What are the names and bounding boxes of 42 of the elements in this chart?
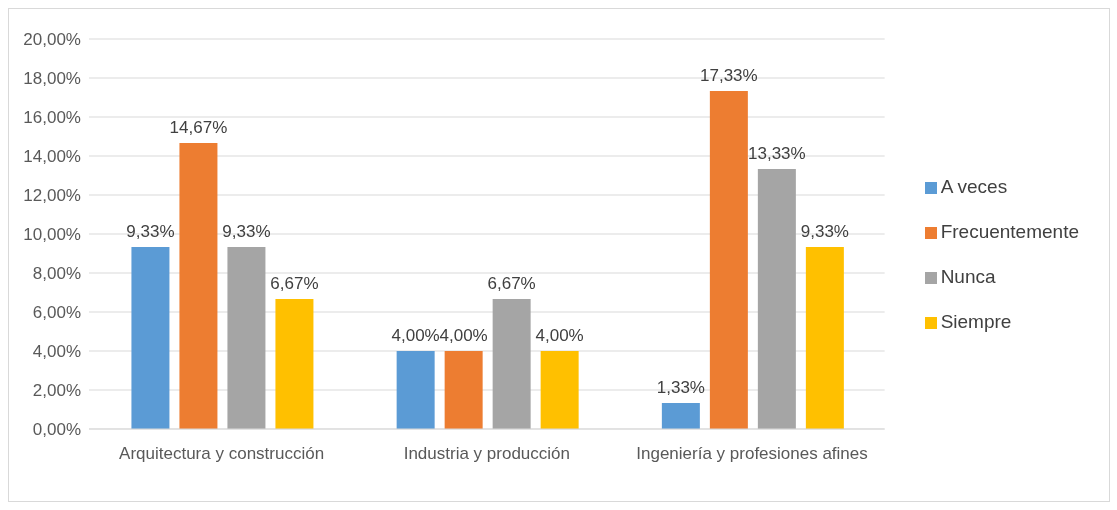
y-tick-label: 10,00% <box>23 225 81 245</box>
y-tick-label: 0,00% <box>32 420 81 440</box>
data-label: 9,33% <box>222 222 271 242</box>
y-tick-label: 4,00% <box>32 342 81 362</box>
legend-label: Frecuentemente <box>940 221 1079 242</box>
data-label: 9,33% <box>800 222 849 242</box>
x-tick-label: Ingeniería y profesiones afines <box>636 444 868 464</box>
data-label: 4,00% <box>391 326 440 345</box>
y-tick-label: 8,00% <box>32 264 81 284</box>
x-tick-label: Industria y producción <box>403 444 570 464</box>
bar <box>227 247 266 429</box>
data-label: 4,00% <box>439 326 488 345</box>
y-tick-label: 14,00% <box>23 147 81 167</box>
bar <box>492 298 531 429</box>
legend-label: Nunca <box>940 266 996 287</box>
bar <box>275 298 314 429</box>
bar <box>179 142 218 429</box>
bar <box>757 169 796 429</box>
legend-label: A veces <box>940 176 1008 197</box>
x-tick-label: Arquitectura y construcción <box>119 444 325 464</box>
y-tick-label: 2,00% <box>32 381 81 401</box>
data-label: 14,67% <box>169 117 228 137</box>
data-label: 6,67% <box>270 273 319 293</box>
data-label: 6,67% <box>487 273 536 293</box>
data-label: 9,33% <box>126 222 175 242</box>
data-label: 1,33% <box>656 378 705 398</box>
data-label: 4,00% <box>535 326 584 345</box>
bar <box>131 247 170 429</box>
y-tick-label: 6,00% <box>32 303 81 323</box>
bar <box>396 351 435 429</box>
data-label: 13,33% <box>748 144 806 164</box>
y-tick-label: 16,00% <box>23 108 81 128</box>
legend-label: Siempre <box>940 311 1012 332</box>
bar <box>805 247 844 429</box>
bar <box>661 403 700 429</box>
y-tick-label: 12,00% <box>23 186 81 206</box>
data-label: 17,33% <box>700 66 758 86</box>
y-tick-label: 18,00% <box>23 69 81 89</box>
bar <box>709 91 748 429</box>
bar <box>444 351 483 429</box>
bar <box>540 351 579 429</box>
y-tick-label: 20,00% <box>23 30 81 50</box>
